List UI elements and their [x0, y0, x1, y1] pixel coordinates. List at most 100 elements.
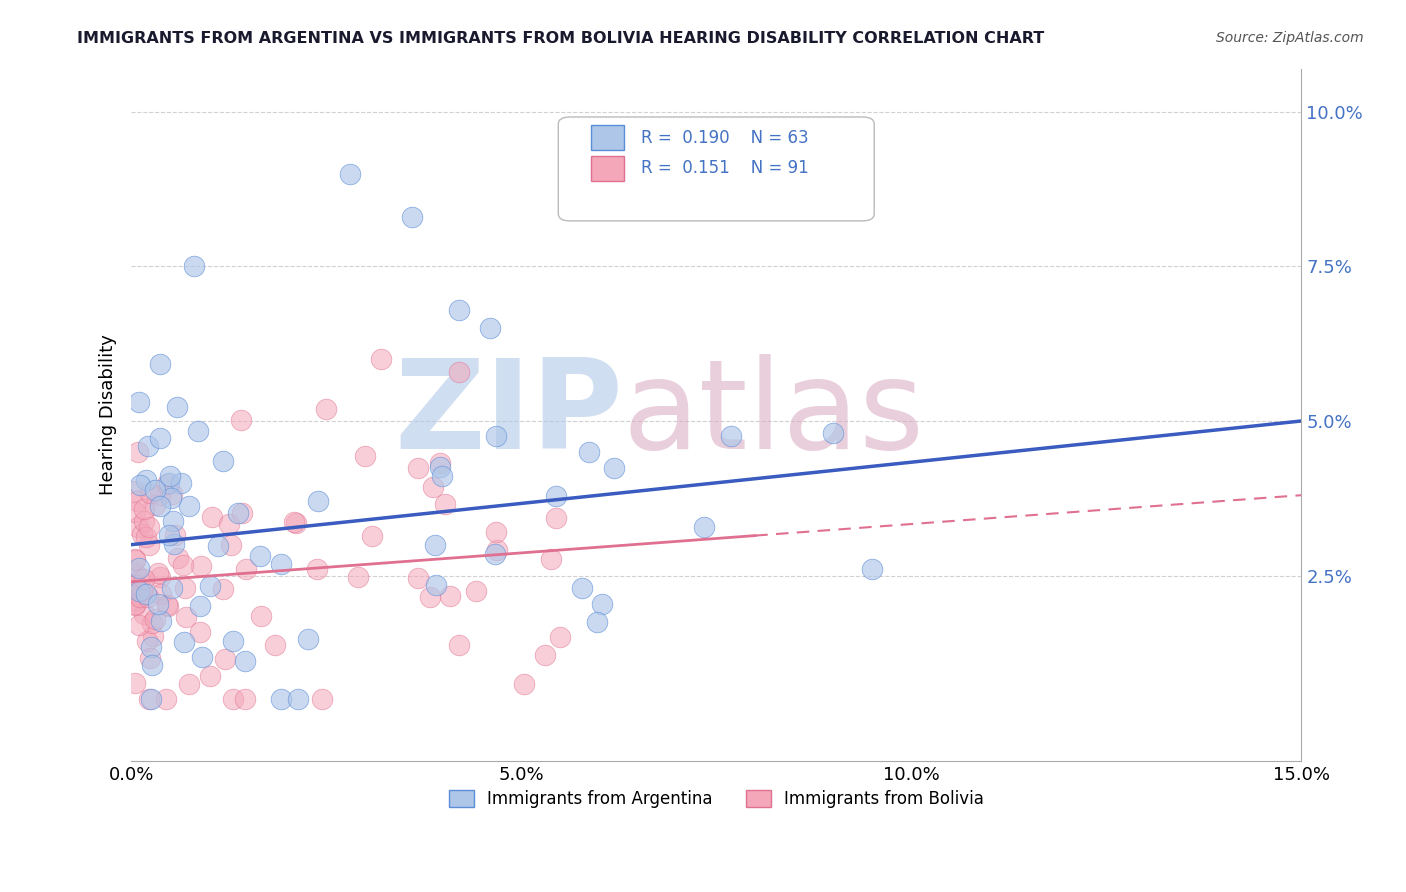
- Point: [370, 352, 392, 367]
- Text: Source: ZipAtlas.com: Source: ZipAtlas.com: [1216, 31, 1364, 45]
- Point: [198, 578, 221, 592]
- Point: [160, 581, 183, 595]
- Point: [354, 449, 377, 463]
- Point: [124, 505, 146, 519]
- Text: IMMIGRANTS FROM ARGENTINA VS IMMIGRANTS FROM BOLIVIA HEARING DISABILITY CORRELAT: IMMIGRANTS FROM ARGENTINA VS IMMIGRANTS …: [77, 31, 1045, 46]
- Point: [512, 677, 534, 691]
- FancyBboxPatch shape: [591, 155, 624, 181]
- Point: [287, 692, 309, 706]
- Point: [533, 648, 555, 662]
- FancyBboxPatch shape: [558, 117, 875, 221]
- Point: [124, 598, 146, 612]
- Point: [207, 540, 229, 554]
- Point: [231, 413, 253, 427]
- Point: [546, 510, 568, 524]
- Point: [693, 520, 716, 534]
- Point: [226, 506, 249, 520]
- Point: [585, 615, 607, 630]
- Y-axis label: Hearing Disability: Hearing Disability: [100, 334, 117, 495]
- Point: [284, 516, 307, 530]
- Text: ZIP: ZIP: [394, 354, 623, 475]
- Point: [128, 591, 150, 605]
- Point: [143, 498, 166, 512]
- Point: [124, 597, 146, 611]
- Point: [127, 445, 149, 459]
- Point: [143, 611, 166, 625]
- Point: [157, 475, 180, 490]
- Point: [155, 692, 177, 706]
- Point: [139, 640, 162, 655]
- Point: [219, 538, 242, 552]
- Point: [183, 260, 205, 274]
- Text: R =  0.190    N = 63: R = 0.190 N = 63: [641, 128, 808, 146]
- Point: [447, 364, 470, 378]
- Point: [173, 581, 195, 595]
- Point: [124, 578, 146, 592]
- Point: [173, 634, 195, 648]
- Point: [434, 497, 457, 511]
- Point: [177, 677, 200, 691]
- Point: [139, 650, 162, 665]
- Point: [136, 439, 159, 453]
- Text: R =  0.151    N = 91: R = 0.151 N = 91: [641, 159, 808, 178]
- Point: [578, 444, 600, 458]
- Point: [211, 454, 233, 468]
- Point: [135, 587, 157, 601]
- Point: [191, 650, 214, 665]
- Point: [128, 560, 150, 574]
- Point: [233, 654, 256, 668]
- Point: [149, 500, 172, 514]
- Point: [170, 476, 193, 491]
- Point: [198, 668, 221, 682]
- Point: [148, 566, 170, 580]
- Point: [603, 461, 626, 475]
- Point: [406, 571, 429, 585]
- Point: [188, 624, 211, 639]
- Point: [138, 692, 160, 706]
- Point: [465, 584, 488, 599]
- Point: [485, 524, 508, 539]
- FancyBboxPatch shape: [591, 125, 624, 150]
- Point: [142, 629, 165, 643]
- Point: [155, 598, 177, 612]
- Point: [162, 515, 184, 529]
- Point: [447, 302, 470, 317]
- Point: [125, 587, 148, 601]
- Point: [544, 490, 567, 504]
- Point: [149, 488, 172, 502]
- Point: [187, 424, 209, 438]
- Point: [141, 692, 163, 706]
- Point: [150, 614, 173, 628]
- Point: [548, 631, 571, 645]
- Point: [136, 633, 159, 648]
- Point: [129, 573, 152, 587]
- Point: [156, 477, 179, 491]
- Point: [401, 210, 423, 224]
- Point: [307, 494, 329, 508]
- Point: [157, 528, 180, 542]
- Point: [136, 591, 159, 605]
- Point: [283, 516, 305, 530]
- Point: [222, 692, 245, 706]
- Point: [124, 553, 146, 567]
- Point: [128, 618, 150, 632]
- Point: [138, 538, 160, 552]
- Point: [201, 510, 224, 524]
- Point: [177, 499, 200, 513]
- Point: [270, 557, 292, 571]
- Point: [163, 527, 186, 541]
- Point: [149, 431, 172, 445]
- Point: [218, 516, 240, 531]
- Point: [250, 608, 273, 623]
- Point: [484, 547, 506, 561]
- Point: [233, 692, 256, 706]
- Point: [149, 570, 172, 584]
- Point: [339, 167, 361, 181]
- Point: [297, 632, 319, 646]
- Point: [163, 537, 186, 551]
- Point: [823, 426, 845, 441]
- Point: [124, 676, 146, 690]
- Point: [860, 562, 883, 576]
- Point: [540, 551, 562, 566]
- Point: [484, 429, 506, 443]
